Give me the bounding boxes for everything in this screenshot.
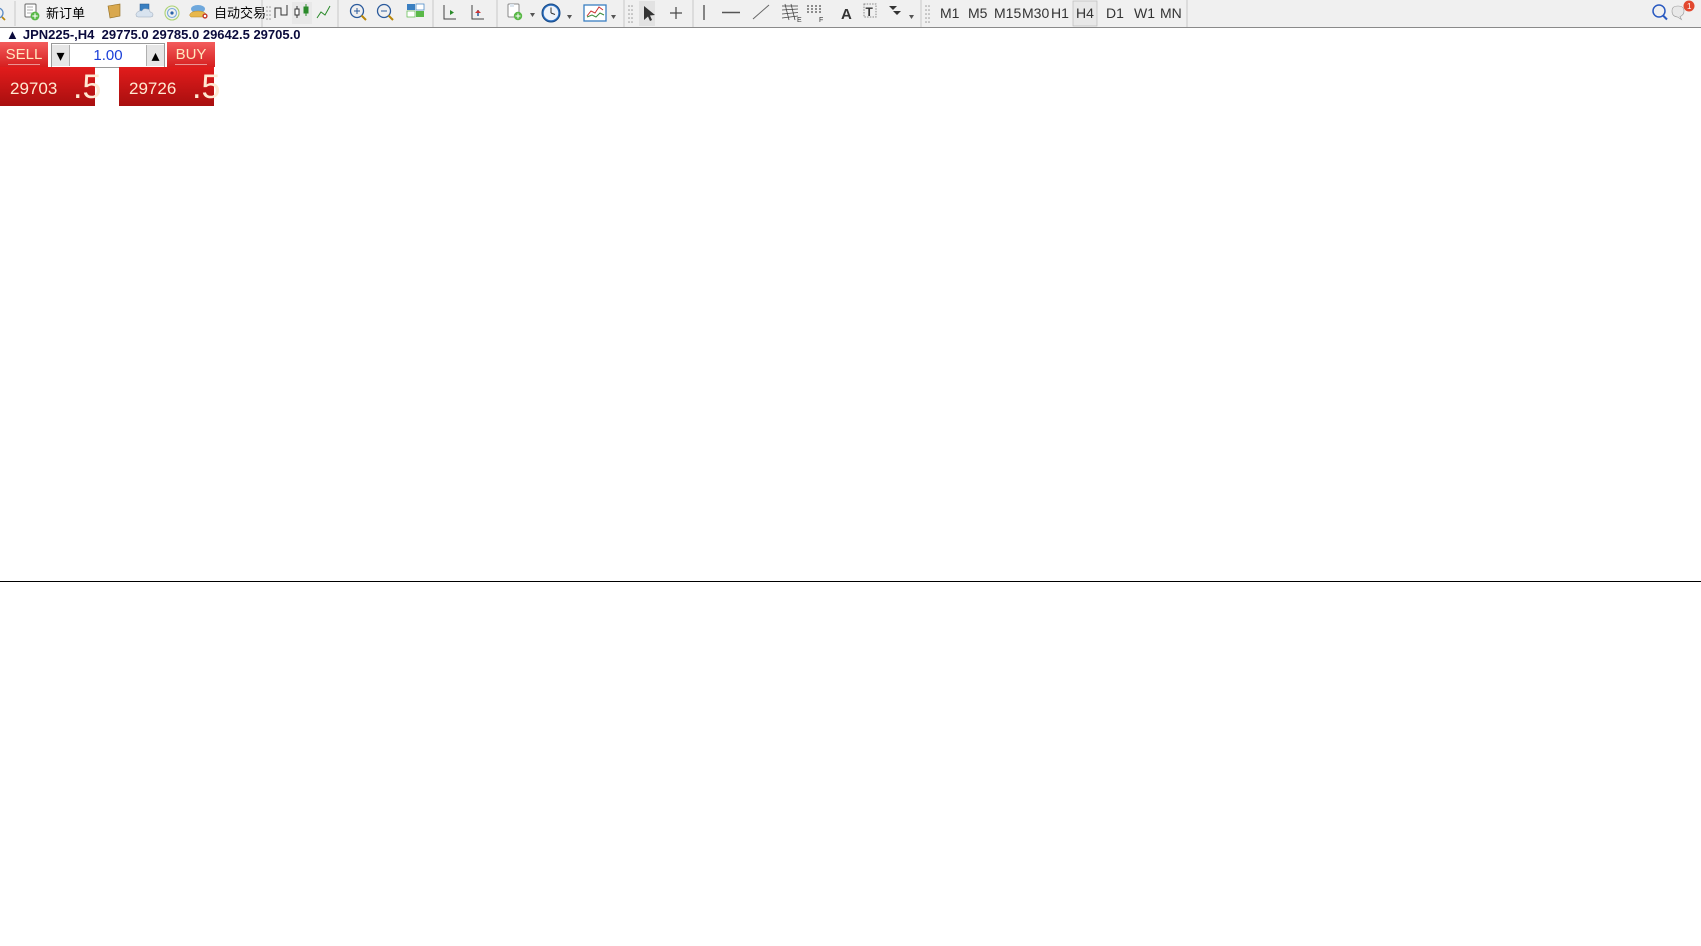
svg-text:M1: M1 — [940, 5, 960, 21]
svg-text:M30: M30 — [1022, 5, 1049, 21]
svg-text:D1: D1 — [1106, 5, 1124, 21]
svg-text:E: E — [797, 17, 802, 24]
svg-text:H4: H4 — [1076, 5, 1094, 21]
svg-text:自动交易: 自动交易 — [214, 6, 266, 21]
svg-text:MN: MN — [1160, 5, 1182, 21]
svg-text:M5: M5 — [968, 5, 988, 21]
svg-text:H1: H1 — [1051, 5, 1069, 21]
svg-text:M15: M15 — [994, 5, 1021, 21]
svg-text:A: A — [841, 6, 852, 23]
svg-text:1: 1 — [1687, 2, 1692, 11]
svg-text:T: T — [866, 5, 874, 19]
svg-text:新订单: 新订单 — [46, 6, 85, 21]
svg-text:F: F — [819, 17, 823, 24]
svg-text:W1: W1 — [1134, 5, 1155, 21]
